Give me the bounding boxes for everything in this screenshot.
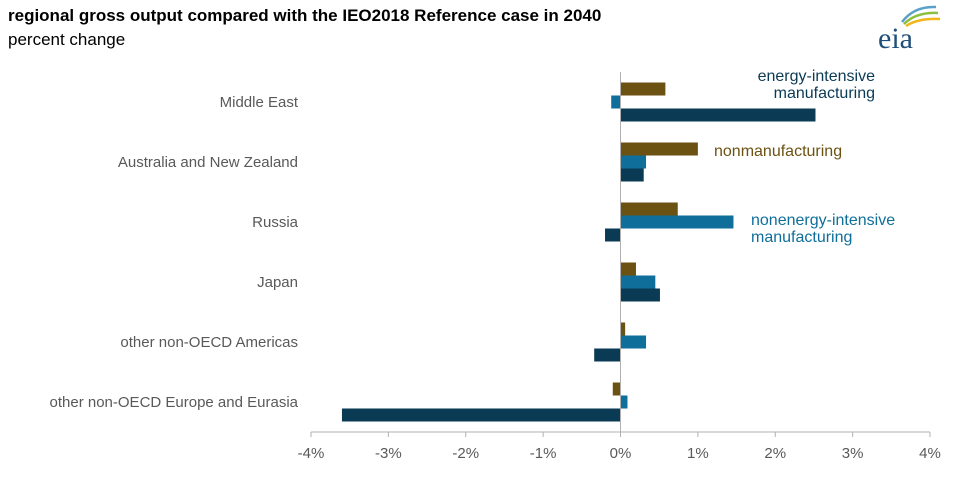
bar-nonenergy-intensive-manufacturing (620, 155, 647, 169)
eia-logo: eia (878, 5, 941, 54)
bar-nonenergy-intensive-manufacturing (620, 335, 647, 349)
x-tick-label: 2% (764, 445, 786, 462)
bars (341, 82, 816, 422)
bar-energy-intensive-manufacturing (620, 288, 660, 302)
category-label: Middle East (220, 94, 299, 111)
category-label: other non-OECD Europe and Eurasia (50, 394, 299, 411)
bar-nonmanufacturing (620, 142, 698, 156)
bar-nonmanufacturing (620, 202, 678, 216)
bar-energy-intensive-manufacturing (605, 228, 621, 242)
x-tick-label: 1% (687, 445, 709, 462)
bar-energy-intensive-manufacturing (620, 108, 816, 122)
series-annotation: energy-intensive manufacturing (758, 68, 876, 102)
bar-nonenergy-intensive-manufacturing (620, 275, 656, 289)
x-axis: -4% -3% -2% -1% 0% 1% 2% 3% 4% (298, 72, 941, 462)
bar-nonmanufacturing (612, 382, 621, 396)
series-annotations: energy-intensive manufacturing nonmanufact… (714, 68, 895, 246)
category-label: other non-OECD Americas (120, 334, 298, 351)
logo-text: eia (878, 22, 913, 54)
bar-nonmanufacturing (620, 262, 636, 276)
x-tick-label: -3% (375, 445, 402, 462)
x-tick-label: -4% (298, 445, 325, 462)
x-tick-label: 4% (919, 445, 941, 462)
x-tick-label: -2% (452, 445, 479, 462)
chart-subtitle: percent change (8, 30, 126, 49)
bar-nonmanufacturing (620, 82, 666, 96)
bar-energy-intensive-manufacturing (594, 348, 621, 362)
category-label: Australia and New Zealand (118, 154, 298, 171)
category-label: Japan (257, 274, 298, 291)
x-tick-label: 3% (842, 445, 864, 462)
bar-energy-intensive-manufacturing (620, 168, 644, 182)
x-tick-label: -1% (530, 445, 557, 462)
series-annotation: nonenergy-intensive manufacturing (751, 212, 895, 246)
bar-nonenergy-intensive-manufacturing (620, 215, 734, 229)
x-tick-label: 0% (610, 445, 632, 462)
chart-title: regional gross output compared with the … (8, 6, 602, 25)
bar-energy-intensive-manufacturing (341, 408, 621, 422)
series-annotation: nonmanufacturing (714, 143, 842, 160)
bar-nonenergy-intensive-manufacturing (611, 95, 621, 109)
bar-nonenergy-intensive-manufacturing (620, 395, 628, 409)
category-label: Russia (252, 214, 299, 231)
category-labels: Middle East Australia and New Zealand Russ… (50, 94, 299, 411)
bar-nonmanufacturing (620, 322, 626, 336)
